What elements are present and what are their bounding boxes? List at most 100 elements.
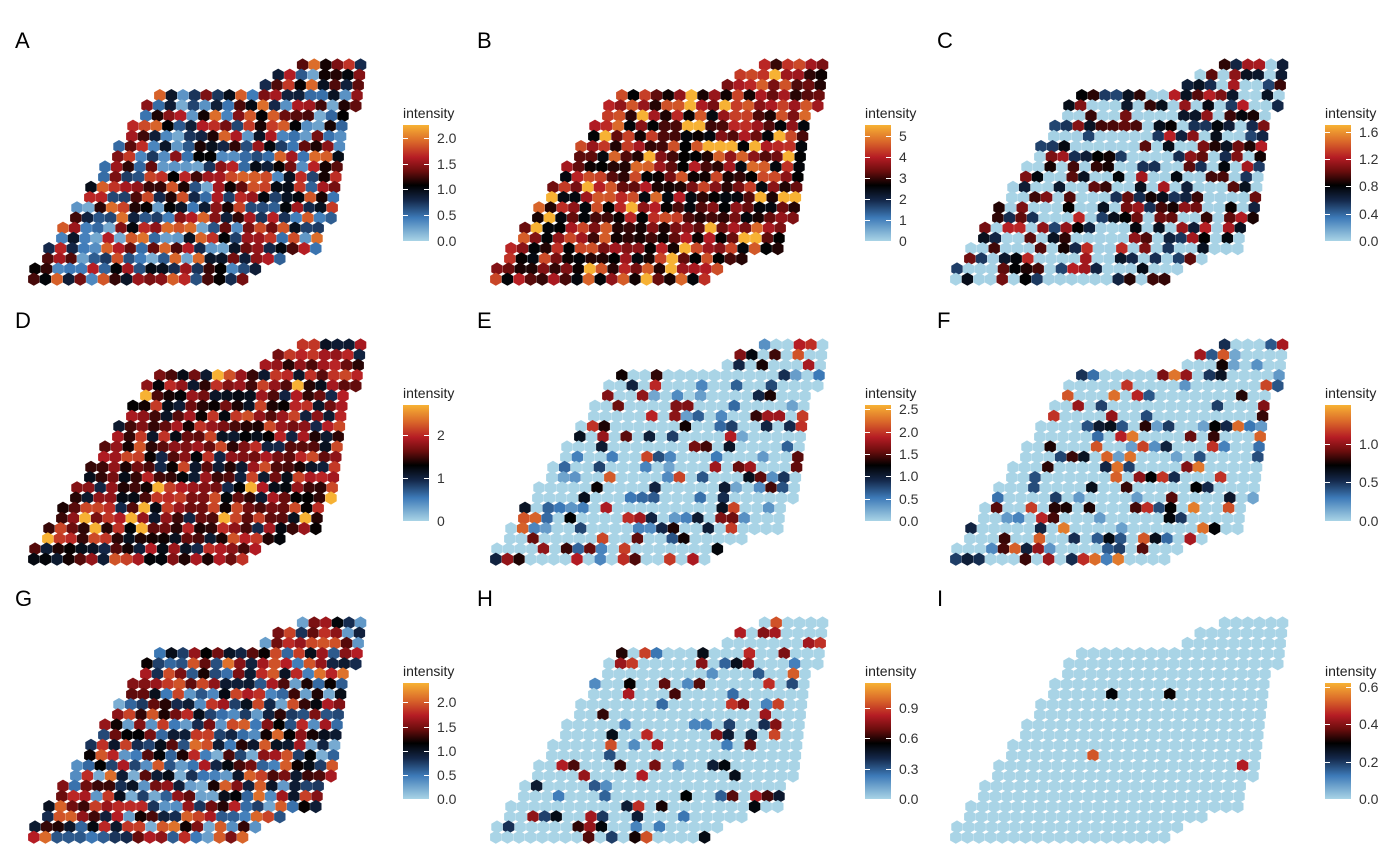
spot <box>658 779 670 793</box>
spot <box>172 129 184 143</box>
spot <box>623 501 636 515</box>
spot <box>618 450 630 464</box>
spot <box>813 369 825 383</box>
spot <box>634 511 646 525</box>
spot <box>1114 810 1127 824</box>
spot <box>656 242 668 256</box>
spot <box>560 262 573 276</box>
spot <box>1051 759 1063 773</box>
spot <box>585 430 598 444</box>
spot <box>744 358 757 372</box>
spot <box>255 211 268 225</box>
spot <box>239 810 251 824</box>
spot <box>112 430 124 444</box>
spot <box>303 759 315 773</box>
spot <box>950 272 962 286</box>
spot <box>258 471 270 485</box>
spot <box>584 262 596 276</box>
spot <box>222 481 234 495</box>
spot <box>1162 420 1175 434</box>
spot <box>802 636 815 650</box>
spot <box>975 252 988 266</box>
spot <box>1226 647 1239 661</box>
spot <box>1260 657 1272 671</box>
spot <box>778 647 790 661</box>
spot <box>614 99 627 113</box>
spot <box>720 89 732 103</box>
spot <box>305 180 318 194</box>
spot <box>230 789 242 803</box>
spot <box>1112 728 1125 742</box>
tick-mark <box>424 189 429 191</box>
spot <box>756 738 768 752</box>
tick-label: 1.5 <box>899 446 919 463</box>
spot <box>1046 140 1059 154</box>
spot <box>647 119 659 133</box>
hex-plot <box>28 58 367 286</box>
spot <box>205 800 218 814</box>
spot <box>1061 491 1074 505</box>
spot <box>342 626 354 640</box>
spot <box>222 657 234 671</box>
spot <box>987 810 999 824</box>
spot <box>167 830 179 844</box>
spot <box>313 211 326 225</box>
spot <box>1241 160 1254 174</box>
tick-label: 2.5 <box>899 401 919 418</box>
spot <box>1008 552 1020 566</box>
spot <box>1272 379 1284 393</box>
spot <box>154 180 167 194</box>
spot <box>192 252 205 266</box>
spot <box>1125 440 1138 454</box>
spot <box>1113 820 1126 834</box>
spot <box>336 677 348 691</box>
spot <box>1180 749 1192 763</box>
spot <box>1140 511 1152 525</box>
spot <box>627 471 639 485</box>
spot <box>746 626 758 640</box>
spot <box>538 532 551 546</box>
spot <box>688 820 700 834</box>
spot <box>743 369 756 383</box>
spot <box>630 820 642 834</box>
spot <box>1038 769 1050 783</box>
spot <box>1182 170 1194 184</box>
spot <box>685 749 697 763</box>
spot <box>571 170 584 184</box>
spot <box>638 749 651 763</box>
spot <box>793 440 805 454</box>
spot <box>759 708 772 722</box>
spot <box>601 769 614 783</box>
spot <box>207 129 219 143</box>
spot <box>1233 789 1245 803</box>
spot <box>641 728 653 742</box>
spot <box>1091 252 1104 266</box>
spot <box>527 532 539 546</box>
spot <box>676 170 688 184</box>
spot <box>1233 409 1246 423</box>
spot <box>1180 191 1192 205</box>
spot <box>757 170 769 184</box>
spot <box>1147 552 1159 566</box>
spot <box>671 491 683 505</box>
spot <box>229 140 241 154</box>
spot <box>1008 272 1020 286</box>
spot <box>765 99 778 113</box>
spot <box>1188 501 1200 515</box>
spot <box>198 109 210 123</box>
spot <box>696 657 708 671</box>
spot <box>1196 532 1208 546</box>
spot <box>1070 140 1082 154</box>
spot <box>284 718 297 732</box>
spot <box>1146 738 1158 752</box>
spot <box>996 552 1008 566</box>
spot <box>332 150 344 164</box>
spot <box>791 636 803 650</box>
spot <box>239 708 252 722</box>
tick-label: 1.2 <box>1359 151 1379 168</box>
tick-label: 1.5 <box>437 718 457 735</box>
tick-mark <box>1346 241 1351 242</box>
spot <box>748 800 761 814</box>
colorbar-legend: intensity 0 1 2 <box>403 385 463 529</box>
spot <box>234 191 247 205</box>
